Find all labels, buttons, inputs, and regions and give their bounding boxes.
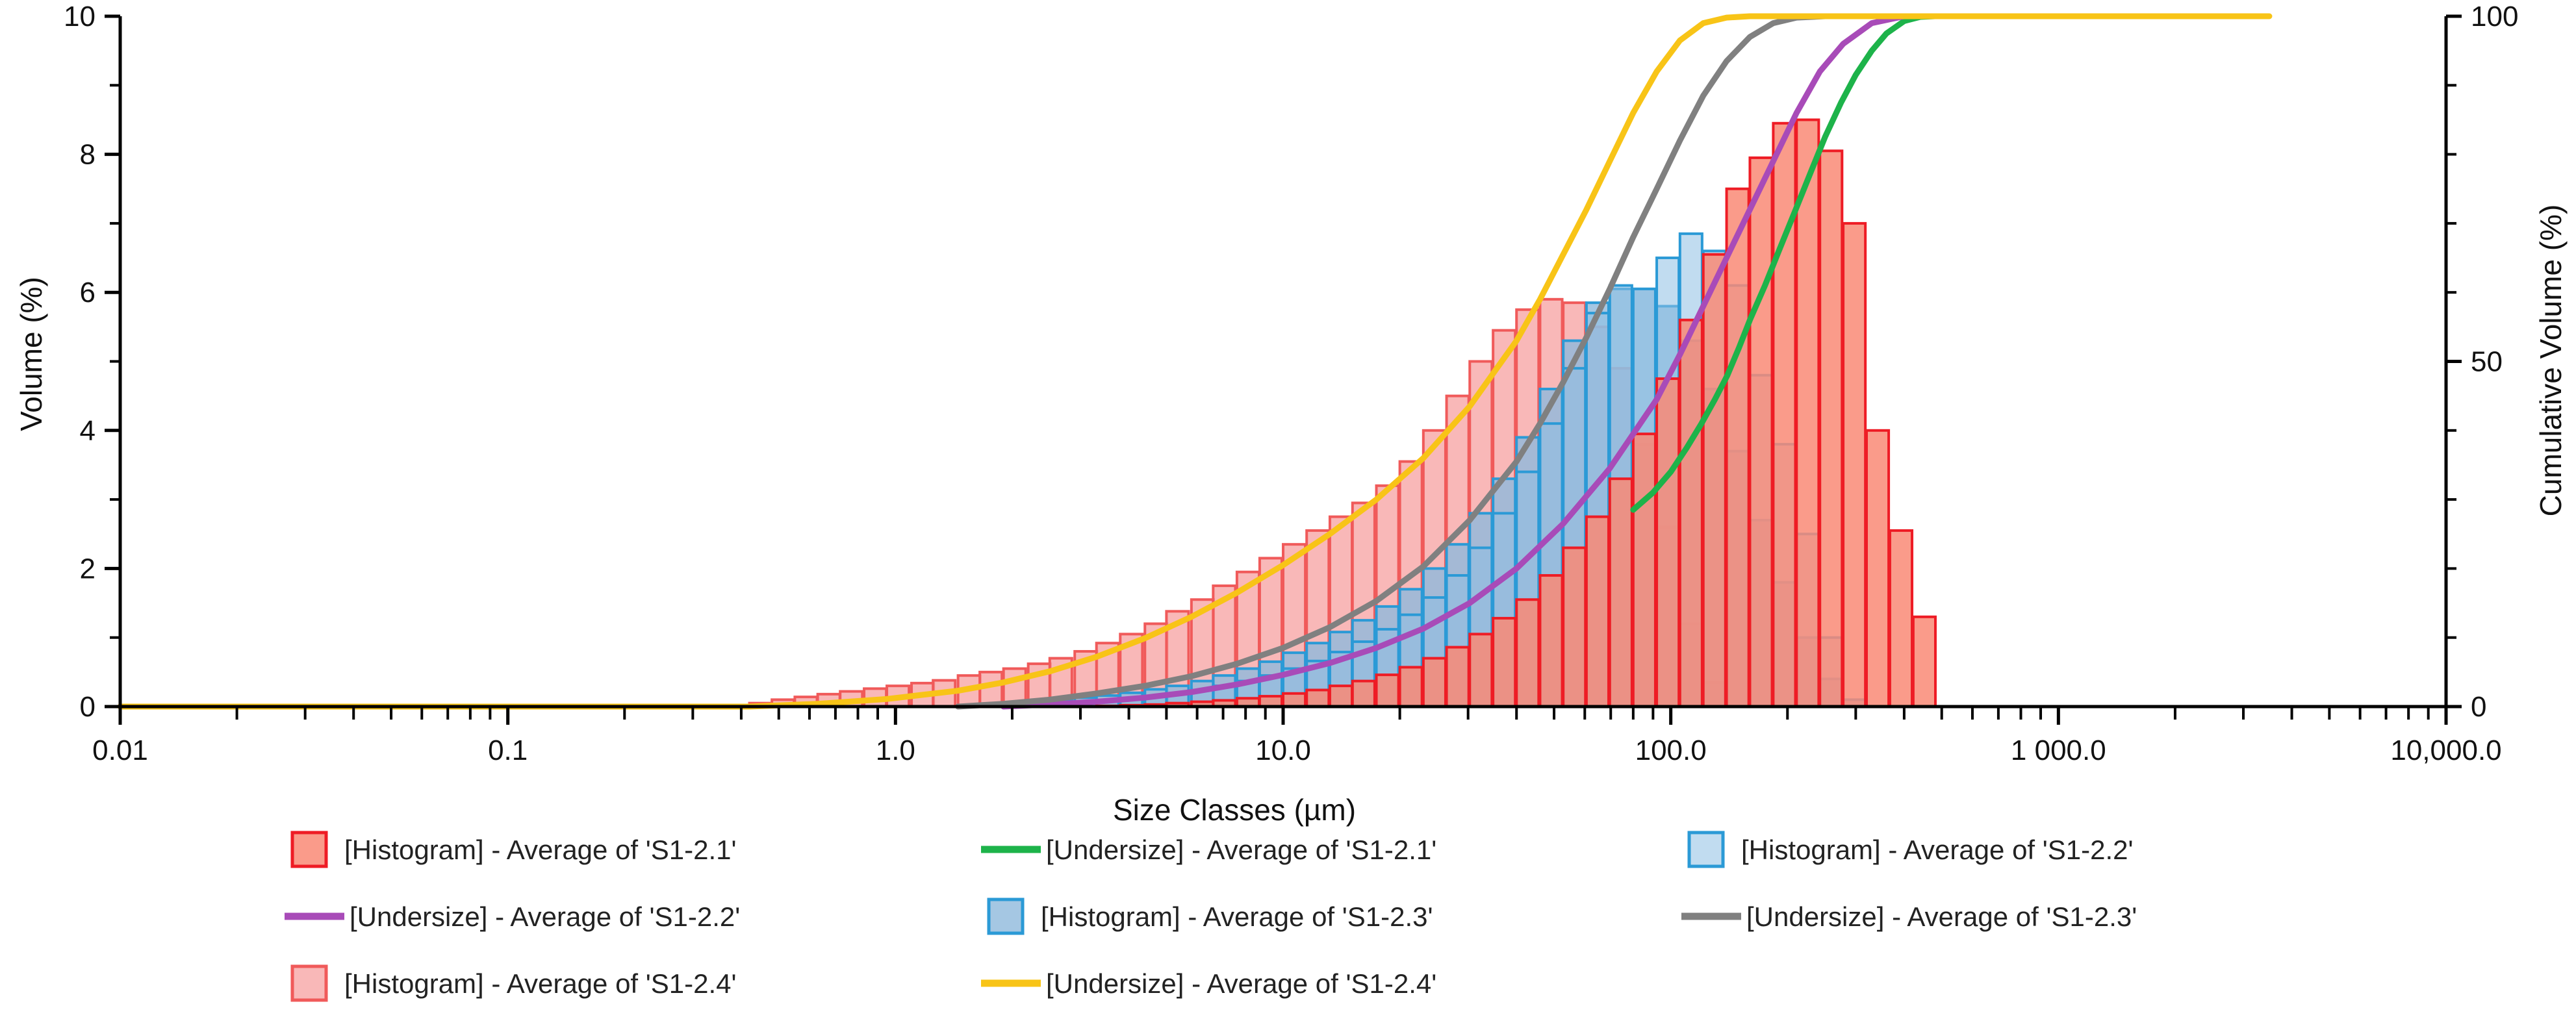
legend-swatch bbox=[1687, 831, 1725, 868]
legend: [Histogram] - Average of 'S1-2.1' [Unders… bbox=[285, 831, 2137, 1002]
histogram-bar bbox=[1328, 684, 1354, 708]
histogram-bar bbox=[1492, 616, 1517, 708]
x-tick-label: 10.0 bbox=[1255, 734, 1311, 766]
legend-swatch bbox=[290, 831, 328, 868]
legend-label: [Undersize] - Average of 'S1-2.4' bbox=[1046, 968, 1436, 999]
x-axis-title: Size Classes (µm) bbox=[1113, 793, 1356, 827]
histogram-bar bbox=[1468, 633, 1494, 709]
undersize-curve bbox=[1630, 13, 1938, 513]
histogram-bar bbox=[1305, 688, 1331, 708]
histogram-bar bbox=[1422, 657, 1447, 709]
undersize-curve bbox=[1001, 13, 1907, 710]
undersize-curve bbox=[955, 13, 1828, 710]
legend-label: [Histogram] - Average of 'S1-2.3' bbox=[1041, 901, 1433, 932]
y-tick-label: 2 bbox=[80, 553, 96, 584]
histogram-bar bbox=[1818, 149, 1844, 708]
x-tick-label: 100.0 bbox=[1635, 734, 1707, 766]
histogram-bar bbox=[1585, 515, 1610, 708]
y-axis-title: Volume (%) bbox=[14, 277, 48, 431]
axes: 0.01 0.1 1.0 10.0 100.0 1 000.0 10,000.0 0 2 4 6 8 1… bbox=[64, 1, 2518, 766]
histogram-bar bbox=[1445, 646, 1470, 709]
histogram-bar bbox=[1911, 615, 1937, 708]
legend-label: [Histogram] - Average of 'S1-2.4' bbox=[344, 968, 737, 999]
histogram-bar bbox=[1562, 546, 1587, 709]
histogram-bar bbox=[1351, 679, 1376, 709]
y-tick-label: 8 bbox=[80, 139, 96, 171]
y2-axis-title: Cumulative Volume (%) bbox=[2534, 205, 2568, 517]
histogram-bar bbox=[1375, 673, 1400, 708]
histogram-bar bbox=[1748, 156, 1774, 709]
undersize-curves bbox=[117, 13, 2273, 710]
legend-swatch bbox=[290, 964, 328, 1002]
legend-label: [Undersize] - Average of 'S1-2.1' bbox=[1046, 835, 1436, 865]
legend-label: [Histogram] - Average of 'S1-2.1' bbox=[344, 835, 737, 865]
histogram-bar bbox=[1702, 253, 1727, 708]
histogram-bar bbox=[1865, 429, 1891, 708]
y-tick-label: 10 bbox=[64, 1, 96, 32]
histogram-bar bbox=[1655, 377, 1681, 709]
x-tick-label: 1.0 bbox=[876, 734, 915, 766]
x-tick-label: 1 000.0 bbox=[2011, 734, 2106, 766]
legend-swatch bbox=[987, 898, 1025, 935]
histogram-bar bbox=[1888, 529, 1914, 708]
histogram-bar bbox=[1725, 187, 1750, 708]
histogram-bar bbox=[1515, 598, 1540, 708]
y2-tick-label: 100 bbox=[2471, 1, 2518, 32]
y-tick-label: 0 bbox=[80, 691, 96, 723]
y2-tick-label: 0 bbox=[2471, 691, 2486, 723]
legend-label: [Undersize] - Average of 'S1-2.2' bbox=[350, 901, 740, 932]
undersize-curve bbox=[117, 13, 2273, 710]
y-tick-label: 4 bbox=[80, 415, 96, 447]
histogram-bar bbox=[1608, 477, 1633, 709]
legend-label: [Undersize] - Average of 'S1-2.3' bbox=[1746, 901, 2137, 932]
histogram-bar bbox=[1795, 118, 1820, 708]
x-tick-label: 10,000.0 bbox=[2390, 734, 2501, 766]
y-tick-label: 6 bbox=[80, 277, 96, 308]
histogram-bar bbox=[1631, 433, 1657, 708]
histogram-bar bbox=[1282, 692, 1307, 709]
legend-label: [Histogram] - Average of 'S1-2.2' bbox=[1741, 835, 2134, 865]
x-tick-label: 0.1 bbox=[488, 734, 528, 766]
y2-tick-label: 50 bbox=[2471, 346, 2503, 378]
histogram-bars bbox=[748, 118, 2269, 709]
histogram-bar bbox=[1398, 666, 1423, 709]
histogram-bar bbox=[1538, 574, 1564, 709]
histogram-bar bbox=[1678, 318, 1703, 709]
x-tick-label: 0.01 bbox=[92, 734, 148, 766]
histogram-bar bbox=[1842, 221, 1867, 708]
